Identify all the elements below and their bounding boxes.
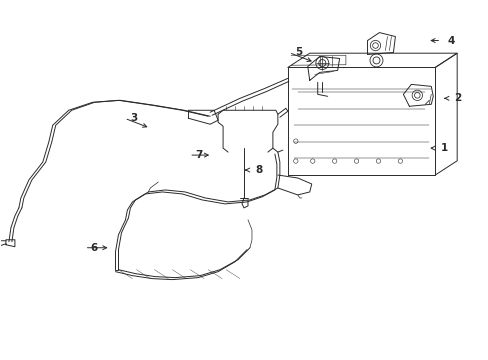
Text: 5: 5 [294,48,302,58]
Text: 2: 2 [453,93,461,103]
Text: 4: 4 [447,36,454,46]
Text: 7: 7 [195,150,202,160]
Text: 3: 3 [130,113,138,123]
Text: 6: 6 [90,243,98,253]
Text: 8: 8 [254,165,262,175]
Text: 1: 1 [440,143,447,153]
